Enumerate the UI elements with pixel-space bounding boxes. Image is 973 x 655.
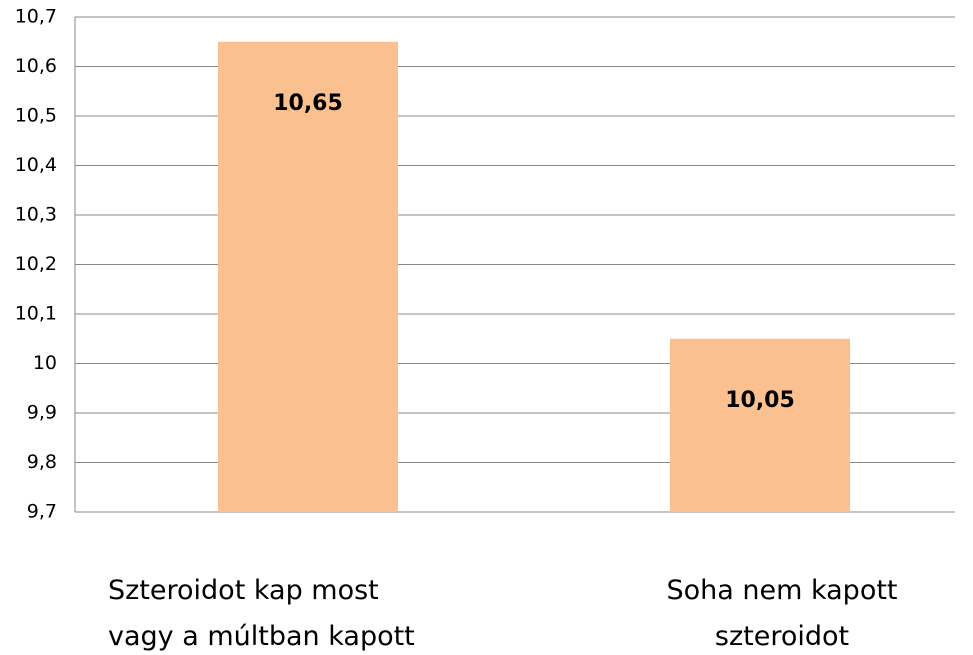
y-tick-label: 9,9 (27, 402, 57, 424)
y-tick-label: 10,1 (15, 303, 57, 325)
x-tick-label: Soha nem kapott szteroidot (666, 575, 898, 652)
y-tick-label: 10,4 (15, 154, 57, 176)
y-tick-label: 10 (33, 352, 57, 374)
y-tick-label: 10,7 (15, 6, 57, 28)
bar (670, 338, 850, 512)
data-label: 10,65 (273, 91, 343, 116)
y-tick-label: 10,5 (15, 105, 57, 127)
y-tick-label: 10,3 (15, 204, 57, 226)
bar (218, 41, 398, 512)
y-tick-label: 9,7 (27, 501, 57, 523)
data-label: 10,05 (725, 388, 795, 413)
y-tick-label: 10,2 (15, 253, 57, 275)
y-tick-label: 9,8 (27, 451, 57, 473)
x-tick-label: Szteroidot kap most vagy a múltban kapot… (108, 575, 415, 652)
y-tick-label: 10,6 (15, 55, 57, 77)
